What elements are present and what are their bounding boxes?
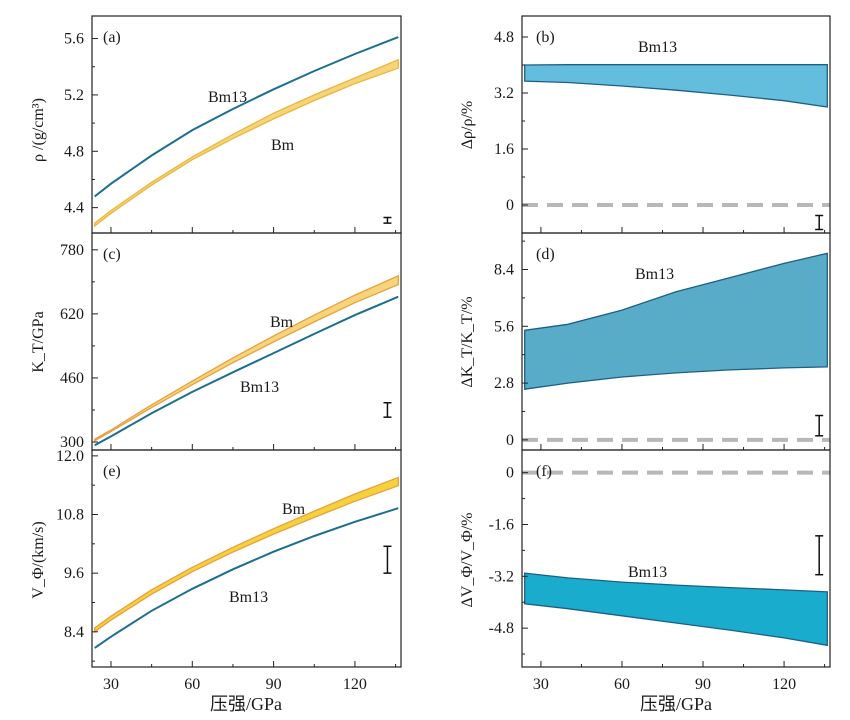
- panel-b: 0 1.6 3.2 4.8 (b) Bm13 Δρ/ρ/%: [459, 15, 831, 234]
- ytick-label: -3.2: [489, 568, 514, 585]
- ytick-label: 2.8: [494, 375, 514, 392]
- ytick-label: 5.2: [64, 87, 84, 104]
- plot-c-data: [94, 274, 399, 450]
- error-bar: [815, 214, 824, 231]
- panel-a: 4.4 4.8 5.2 5.6 (a) Bm13 Bm ρ /(g/cm³): [30, 15, 402, 234]
- error-bar: [383, 216, 392, 224]
- series-bm-band: [94, 274, 399, 442]
- series-bm13-band: [524, 64, 828, 108]
- plot-b-data: [522, 64, 830, 233]
- panel-b-letter: (b): [536, 29, 555, 46]
- series-bm-band: [94, 58, 399, 228]
- ytick-label: 0: [506, 432, 514, 449]
- plot-f-data: [522, 470, 830, 647]
- panel-a-label-bm13: Bm13: [208, 89, 247, 106]
- ytick-label: 300: [60, 434, 84, 451]
- panel-f-yticks: -4.8 -3.2 -1.6 0: [489, 465, 528, 655]
- ytick-label: 0: [506, 465, 514, 482]
- panel-c-letter: (c): [103, 246, 121, 263]
- panel-e-xticks: 30 60 90 120: [103, 661, 397, 693]
- panel-c-label-bm13: Bm13: [240, 379, 279, 396]
- panel-e-ylabel: V_Φ/(km/s): [30, 521, 47, 598]
- panel-a-ylabel: ρ /(g/cm³): [30, 98, 47, 162]
- panel-f-frame: [521, 449, 831, 668]
- ytick-label: 5.6: [494, 318, 514, 335]
- ytick-label: 8.4: [64, 624, 84, 641]
- panel-f-letter: (f): [536, 463, 552, 480]
- panel-e-label-bm: Bm: [282, 501, 306, 518]
- ytick-label: 1.6: [494, 141, 514, 158]
- plot-a-data: [94, 36, 399, 233]
- ytick-label: 10.8: [56, 507, 84, 524]
- error-bar: [383, 545, 392, 574]
- panel-e-frame: [91, 449, 402, 668]
- error-bar: [815, 535, 824, 576]
- panel-b-ylabel: Δρ/ρ/%: [459, 101, 476, 149]
- xtick-label: 30: [533, 676, 549, 693]
- panel-d: 0 2.8 5.6 8.4 (d) Bm13 ΔK_T/K_T/%: [459, 232, 831, 451]
- xtick-label: 90: [695, 676, 711, 693]
- ytick-label: 9.6: [64, 565, 84, 582]
- panel-f-xlabel: 压强/GPa: [640, 694, 712, 714]
- series-bm13-line: [94, 295, 399, 447]
- series-bm13-band: [524, 252, 828, 390]
- panel-e: 8.4 9.6 10.8 12.0 30 60 90 120 (e) Bm Bm13 V_Φ…: [30, 448, 402, 714]
- ytick-label: 4.4: [64, 200, 84, 217]
- panel-c-label-bm: Bm: [270, 314, 294, 331]
- plot-d-data: [522, 252, 830, 450]
- panel-a-frame: [91, 15, 402, 234]
- panel-f-xticks: 30 60 90 120: [533, 661, 826, 693]
- panel-a-letter: (a): [103, 29, 121, 46]
- panel-a-yticks: 4.4 4.8 5.2 5.6: [64, 31, 98, 217]
- ytick-label: 3.2: [494, 85, 514, 102]
- panel-b-label-bm13: Bm13: [638, 39, 677, 56]
- ytick-label: 460: [60, 370, 84, 387]
- xtick-label: 60: [614, 676, 630, 693]
- panel-c: 300 460 620 780 (c) Bm Bm13 K_T/GPa: [30, 232, 402, 451]
- panel-c-frame: [91, 232, 402, 451]
- panel-f-ylabel: ΔV_Φ/V_Φ/%: [459, 512, 476, 607]
- xtick-label: 120: [343, 676, 367, 693]
- panel-e-label-bm13: Bm13: [229, 589, 268, 606]
- panel-e-letter: (e): [103, 463, 121, 480]
- ytick-label: 4.8: [64, 143, 84, 160]
- panel-d-ylabel: ΔK_T/K_T/%: [459, 296, 476, 387]
- panel-c-ylabel: K_T/GPa: [30, 311, 47, 372]
- error-bar: [815, 414, 824, 437]
- xtick-label: 90: [266, 676, 282, 693]
- ytick-label: 780: [60, 242, 84, 259]
- ytick-label: -1.6: [489, 516, 514, 533]
- panel-b-yticks: 0 1.6 3.2 4.8: [494, 29, 528, 214]
- series-bm-band: [94, 476, 399, 634]
- ytick-label: 8.4: [494, 262, 514, 279]
- xtick-label: 120: [772, 676, 796, 693]
- series-bm13-band: [524, 572, 828, 647]
- plot-e-data: [94, 476, 399, 649]
- series-bm13-line: [94, 507, 399, 649]
- panel-f: -4.8 -3.2 -1.6 0 30 60 90 120 (f) Bm13 ΔV_Φ/V_…: [459, 449, 831, 714]
- ytick-label: 4.8: [494, 29, 514, 46]
- xtick-label: 30: [103, 676, 119, 693]
- ytick-label: 5.6: [64, 31, 84, 48]
- panel-a-label-bm: Bm: [271, 137, 295, 154]
- ytick-label: 0: [506, 197, 514, 214]
- ytick-label: 12.0: [56, 448, 84, 465]
- error-bar: [383, 402, 392, 418]
- panel-d-letter: (d): [536, 246, 555, 263]
- panel-e-xlabel: 压强/GPa: [210, 694, 282, 714]
- panel-c-yticks: 300 460 620 780: [60, 242, 98, 451]
- panel-d-label-bm13: Bm13: [635, 266, 674, 283]
- panel-e-yticks: 8.4 9.6 10.8 12.0: [56, 448, 98, 662]
- series-bm13-line: [94, 36, 399, 198]
- ytick-label: 620: [60, 306, 84, 323]
- panel-d-yticks: 0 2.8 5.6 8.4: [494, 240, 528, 449]
- ytick-label: -4.8: [489, 620, 514, 637]
- panel-f-label-bm13: Bm13: [628, 564, 667, 581]
- xtick-label: 60: [184, 676, 200, 693]
